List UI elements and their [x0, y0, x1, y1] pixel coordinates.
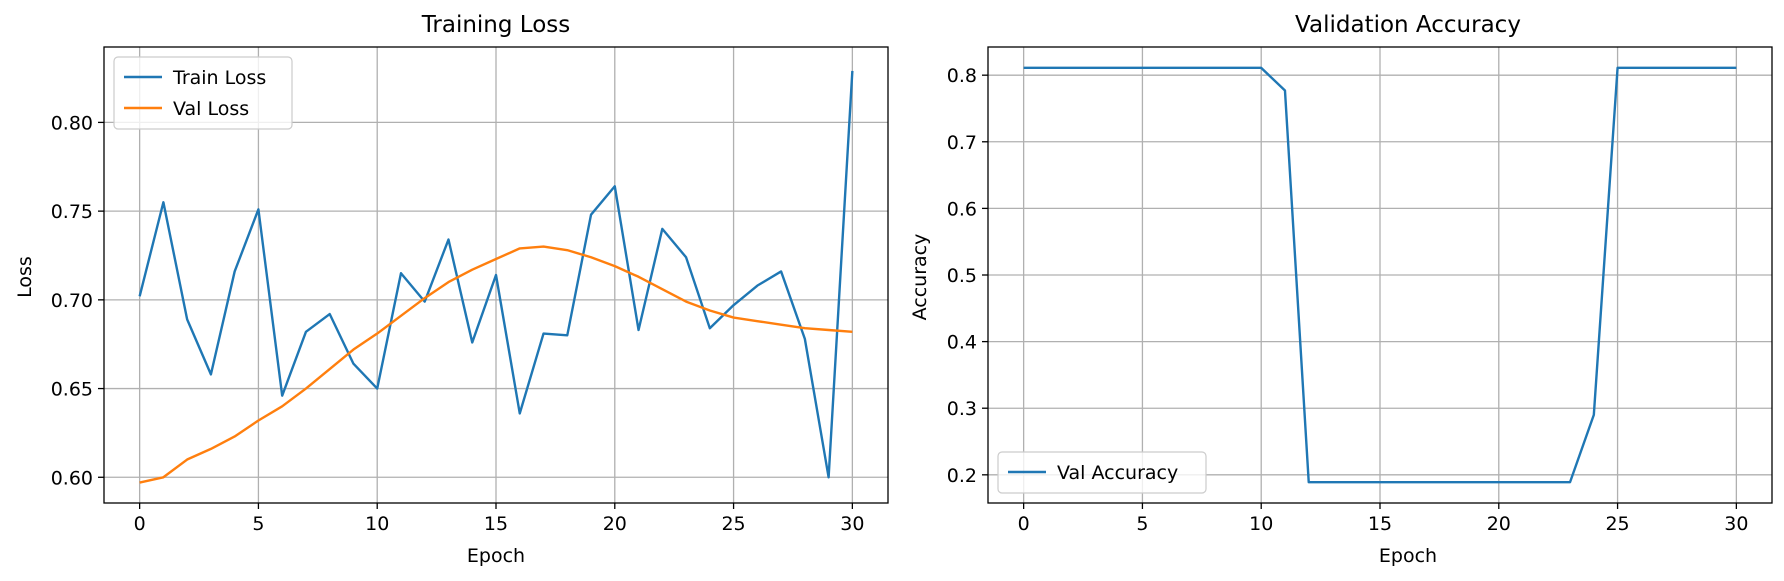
x-axis-label: Epoch: [467, 545, 525, 567]
y-axis-label: Loss: [14, 256, 36, 298]
legend-label: Val Accuracy: [1057, 462, 1178, 484]
x-tick-label: 10: [365, 513, 389, 535]
y-tick-label: 0.3: [947, 398, 977, 420]
legend-box: [113, 56, 293, 130]
ticks: 0 5 10 15 20 25 30 0.2 0.3 0.4 0.5 0.6 0.7 0.8: [947, 65, 1749, 535]
y-tick-label: 0.70: [51, 290, 93, 312]
grid: [988, 47, 1772, 503]
y-tick-label: 0.8: [947, 65, 977, 87]
y-axis-label: Accuracy: [909, 234, 931, 321]
series-line-val-loss: [139, 245, 853, 484]
x-tick-label: 15: [484, 513, 508, 535]
chart-title: Validation Accuracy: [1295, 12, 1521, 38]
legend-box: [997, 451, 1207, 494]
x-tick-label: 10: [1249, 513, 1273, 535]
y-tick-label: 0.80: [51, 112, 93, 134]
series-line-train-loss: [138, 70, 854, 479]
y-tick-label: 0.60: [51, 467, 93, 489]
x-tick-label: 15: [1368, 513, 1392, 535]
y-tick-label: 0.7: [947, 132, 977, 154]
x-tick-label: 20: [1487, 513, 1511, 535]
x-tick-label: 25: [1605, 513, 1629, 535]
chart-title: Training Loss: [421, 12, 571, 38]
legend: Train Loss Val Loss: [113, 56, 293, 130]
y-tick-label: 0.6: [947, 198, 977, 220]
plot-lines: [1023, 66, 1737, 484]
x-tick-label: 0: [134, 513, 146, 535]
y-tick-label: 0.65: [51, 379, 93, 401]
legend-label: Val Loss: [173, 98, 249, 120]
y-tick-label: 0.5: [947, 265, 977, 287]
validation-accuracy-chart: Validation Accuracy Epoch Accuracy 0 5 10 1…: [909, 12, 1773, 567]
x-tick-label: 25: [721, 513, 745, 535]
x-tick-label: 5: [252, 513, 264, 535]
x-tick-label: 0: [1018, 513, 1030, 535]
ticks: 0 5 10 15 20 25 30 0.60 0.65 0.70 0.75 0.80: [51, 112, 865, 535]
y-tick-label: 0.2: [947, 465, 977, 487]
y-tick-label: 0.75: [51, 201, 93, 223]
x-tick-label: 30: [1724, 513, 1748, 535]
plot-lines: [138, 70, 854, 484]
training-loss-chart: Training Loss Epoch Loss 0 5 10 15 20 25 30 0.6…: [14, 12, 889, 567]
legend-label: Train Loss: [172, 67, 266, 89]
x-axis-label: Epoch: [1379, 545, 1437, 567]
y-tick-label: 0.4: [947, 332, 977, 354]
x-tick-label: 20: [603, 513, 627, 535]
legend: Val Accuracy: [997, 451, 1207, 494]
series-line-val-accuracy: [1023, 66, 1737, 484]
x-tick-label: 5: [1136, 513, 1148, 535]
x-tick-label: 30: [840, 513, 864, 535]
